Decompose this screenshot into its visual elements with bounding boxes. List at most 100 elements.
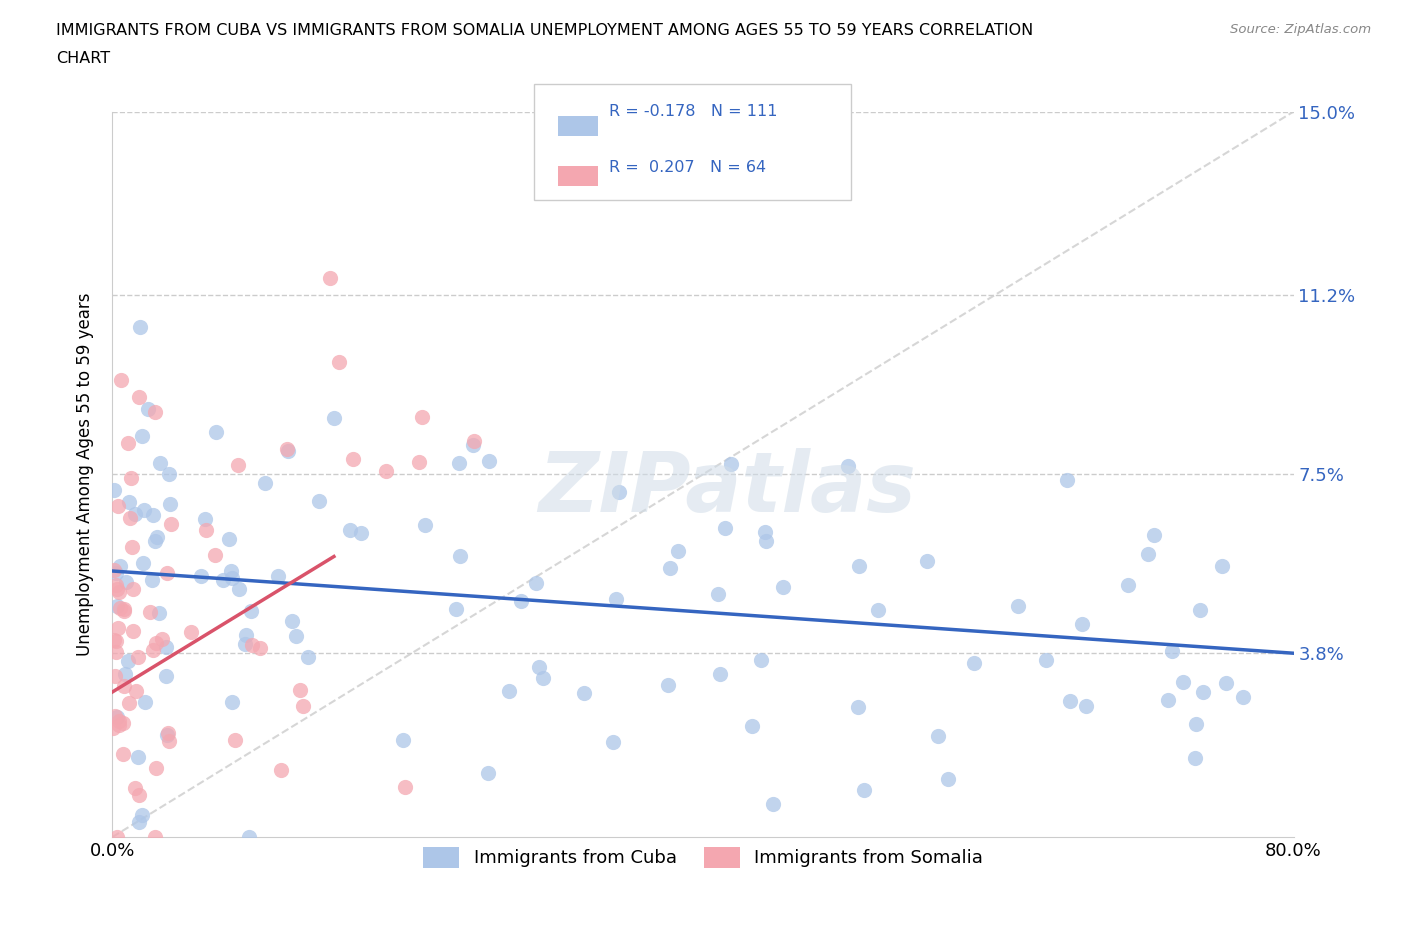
- Point: [408, 455, 430, 470]
- Point: [110, 601, 132, 616]
- Point: [105, 644, 128, 659]
- Point: [319, 271, 342, 286]
- Point: [114, 667, 136, 682]
- Point: [156, 727, 179, 742]
- Point: [235, 628, 257, 643]
- Point: [139, 604, 162, 619]
- Point: [1192, 684, 1215, 699]
- Point: [602, 735, 624, 750]
- Point: [155, 639, 177, 654]
- Point: [145, 635, 167, 650]
- Point: [288, 683, 311, 698]
- Point: [107, 620, 129, 635]
- Point: [1137, 547, 1160, 562]
- Point: [936, 772, 959, 787]
- Point: [1171, 674, 1194, 689]
- Point: [149, 456, 172, 471]
- Point: [463, 437, 485, 452]
- Point: [204, 548, 226, 563]
- Point: [125, 684, 148, 698]
- Point: [108, 718, 131, 733]
- Point: [1035, 653, 1057, 668]
- Point: [105, 830, 128, 844]
- Point: [104, 709, 127, 724]
- Point: [121, 582, 143, 597]
- Point: [238, 830, 260, 844]
- Point: [328, 354, 350, 369]
- Point: [134, 503, 156, 518]
- Point: [110, 372, 132, 387]
- Point: [447, 456, 470, 471]
- Point: [190, 569, 212, 584]
- Point: [142, 643, 165, 658]
- Point: [477, 765, 499, 780]
- Point: [129, 320, 152, 335]
- Text: Source: ZipAtlas.com: Source: ZipAtlas.com: [1230, 23, 1371, 36]
- Point: [1185, 717, 1208, 732]
- Point: [218, 532, 240, 547]
- Point: [105, 598, 128, 613]
- Point: [107, 498, 129, 513]
- Point: [117, 436, 139, 451]
- Point: [1056, 472, 1078, 487]
- Point: [159, 516, 181, 531]
- Text: ZIPatlas: ZIPatlas: [537, 448, 915, 529]
- Point: [1215, 676, 1237, 691]
- Point: [194, 512, 217, 527]
- Point: [103, 563, 125, 578]
- Point: [132, 555, 155, 570]
- Point: [249, 640, 271, 655]
- Point: [846, 699, 869, 714]
- Point: [524, 576, 547, 591]
- Point: [1059, 694, 1081, 709]
- Point: [221, 695, 243, 710]
- Point: [103, 721, 125, 736]
- Point: [180, 625, 202, 640]
- Point: [1007, 598, 1029, 613]
- Point: [134, 695, 156, 710]
- Point: [1184, 751, 1206, 765]
- Point: [837, 458, 859, 473]
- Point: [143, 534, 166, 549]
- Point: [709, 667, 731, 682]
- Point: [714, 521, 737, 536]
- Point: [124, 781, 146, 796]
- Point: [754, 525, 776, 539]
- Point: [308, 494, 330, 509]
- Point: [1157, 693, 1180, 708]
- Point: [927, 728, 949, 743]
- Point: [112, 679, 135, 694]
- Point: [915, 554, 938, 569]
- Text: IMMIGRANTS FROM CUBA VS IMMIGRANTS FROM SOMALIA UNEMPLOYMENT AMONG AGES 55 TO 59: IMMIGRANTS FROM CUBA VS IMMIGRANTS FROM …: [56, 23, 1033, 38]
- Point: [120, 470, 142, 485]
- Point: [1232, 689, 1254, 704]
- Point: [285, 629, 308, 644]
- Point: [374, 463, 396, 478]
- Point: [108, 713, 131, 728]
- Point: [105, 581, 128, 596]
- Point: [707, 587, 730, 602]
- Point: [446, 602, 468, 617]
- Point: [118, 696, 141, 711]
- Point: [297, 650, 319, 665]
- Point: [751, 652, 773, 667]
- Point: [145, 761, 167, 776]
- Point: [219, 564, 242, 578]
- Point: [107, 585, 129, 600]
- Point: [155, 669, 177, 684]
- Point: [449, 549, 471, 564]
- Point: [1211, 558, 1233, 573]
- Text: R =  0.207   N = 64: R = 0.207 N = 64: [609, 160, 766, 175]
- Point: [233, 637, 256, 652]
- Point: [510, 594, 533, 609]
- Point: [1160, 644, 1182, 658]
- Point: [148, 605, 170, 620]
- Point: [281, 613, 304, 628]
- Point: [127, 750, 149, 764]
- Point: [394, 780, 416, 795]
- Point: [103, 483, 125, 498]
- Point: [1074, 699, 1097, 714]
- Point: [128, 390, 150, 405]
- Point: [194, 523, 217, 538]
- Point: [240, 637, 263, 652]
